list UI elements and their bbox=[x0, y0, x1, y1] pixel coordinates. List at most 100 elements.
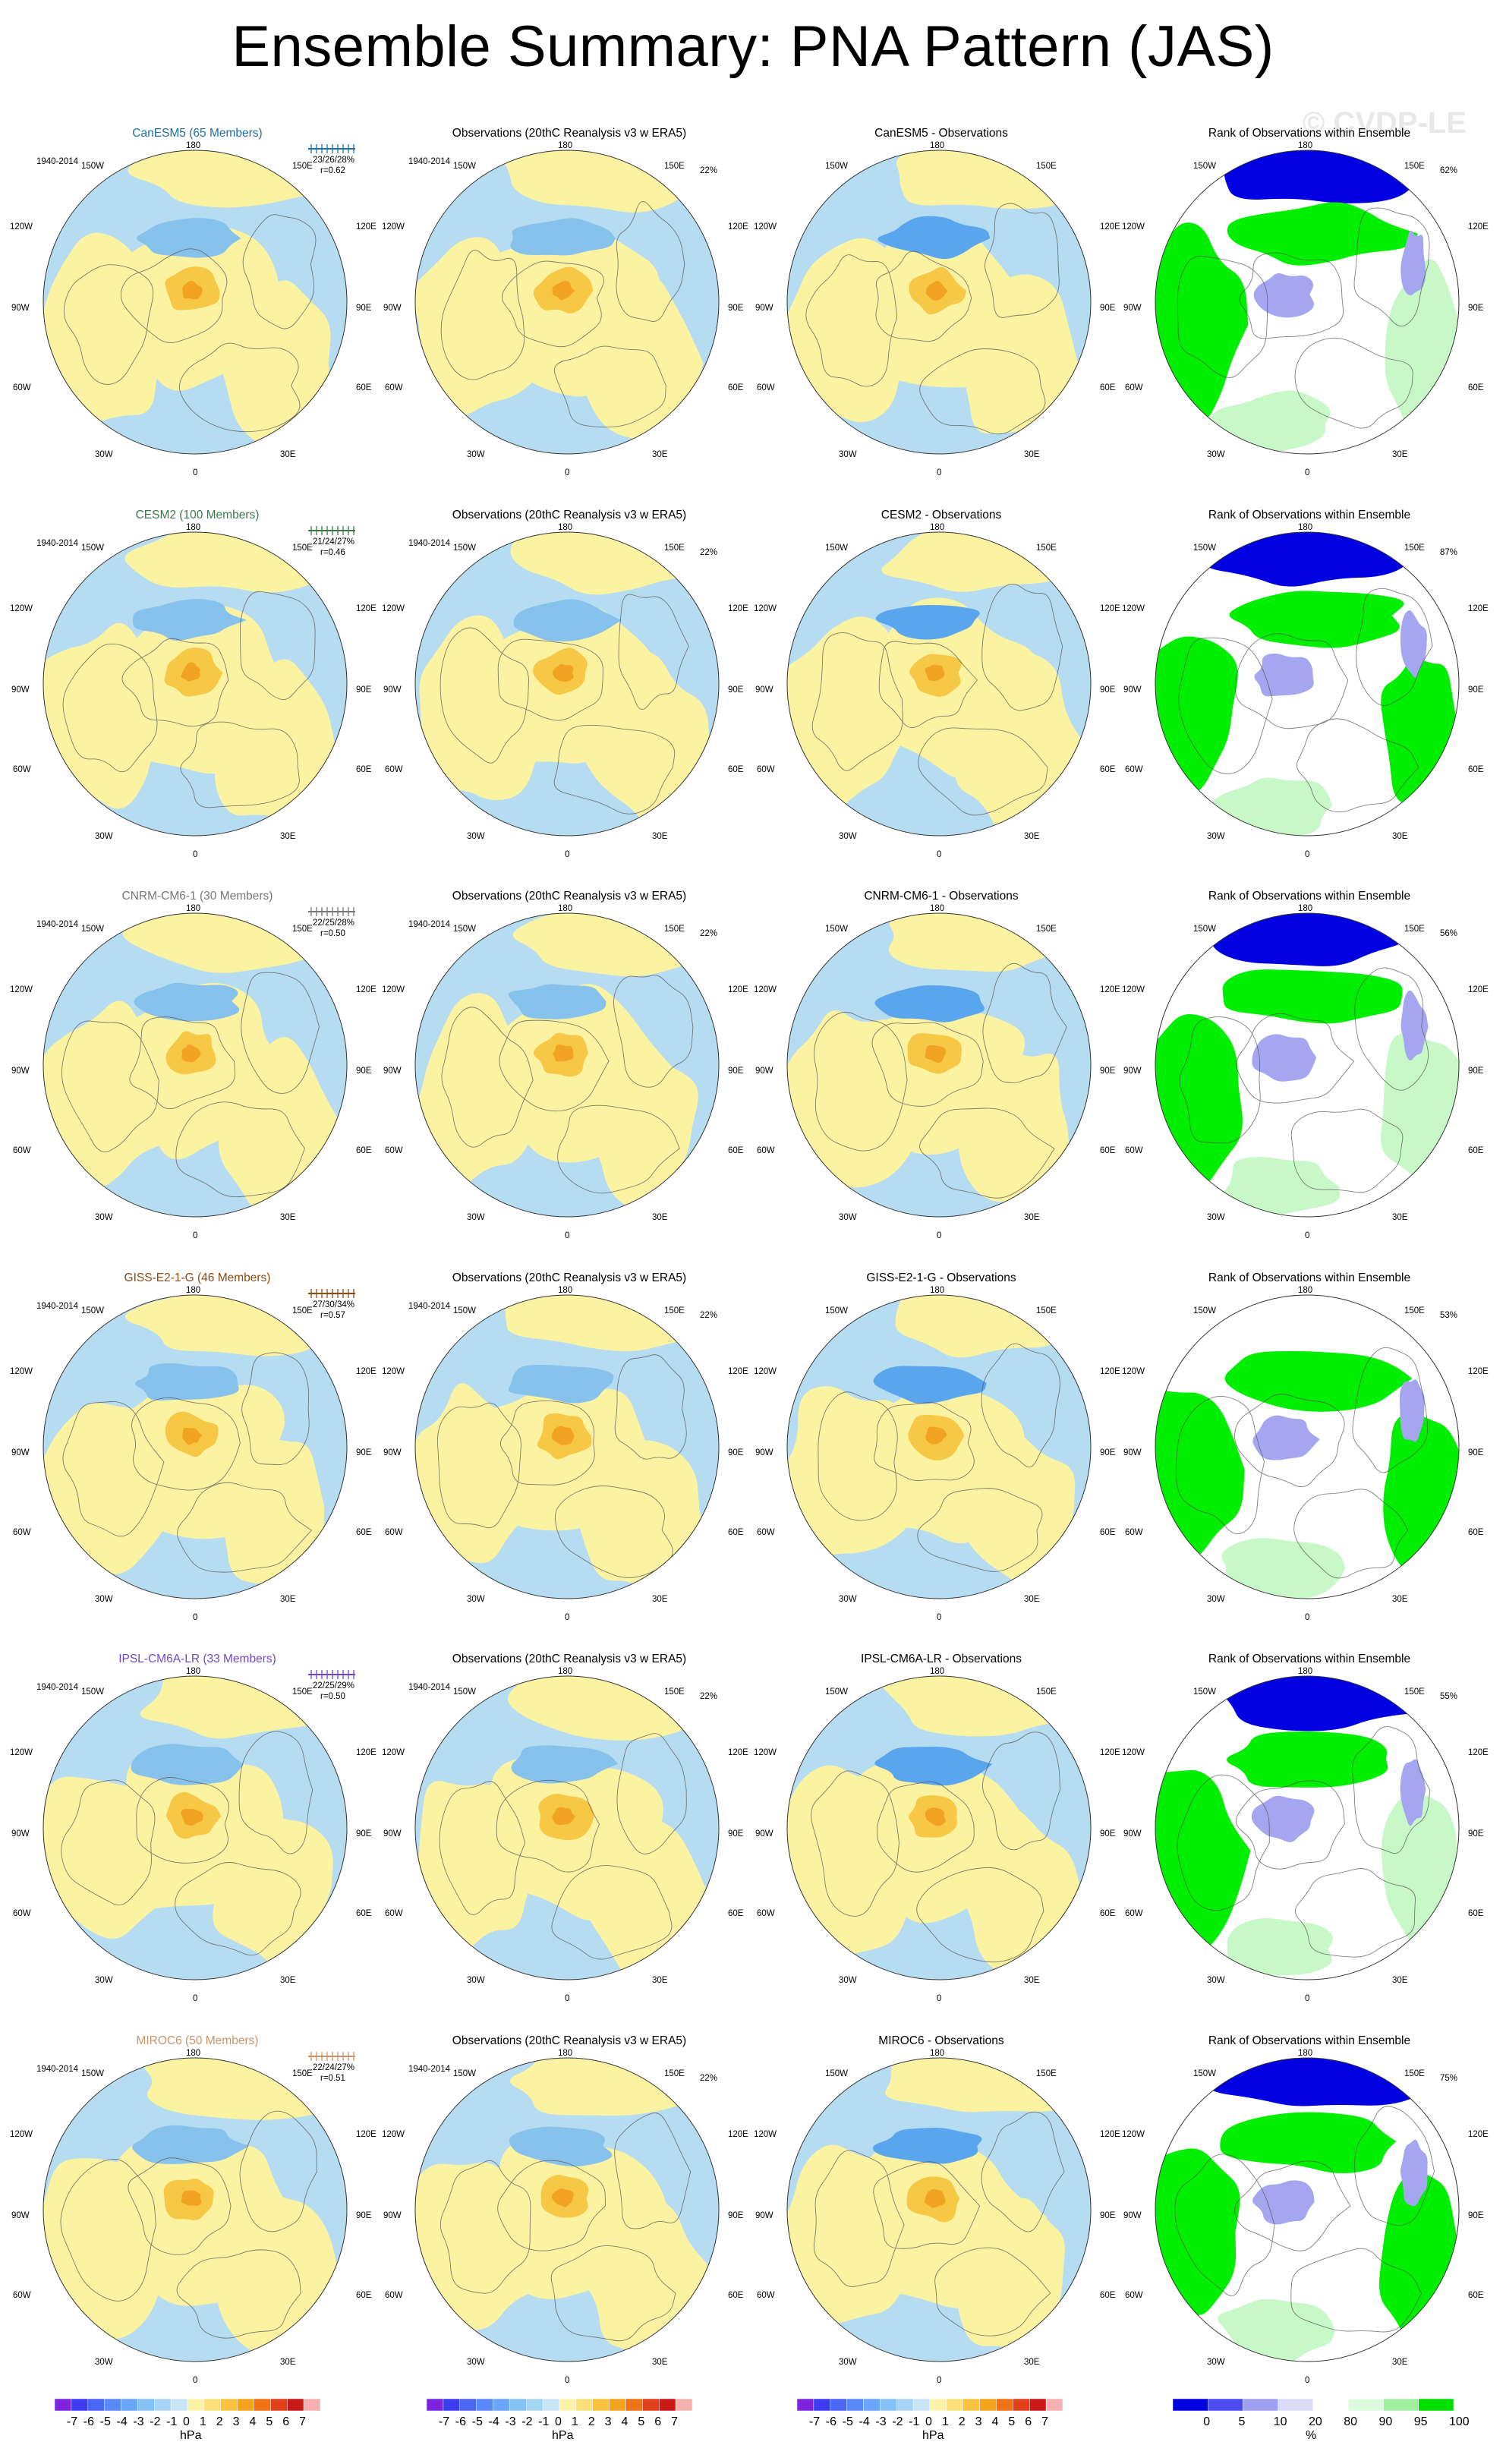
lon-label-top: 180 bbox=[1298, 1286, 1313, 1295]
colorbar-swatch bbox=[1208, 2399, 1243, 2412]
lon-label-left-lower: 60W bbox=[13, 2291, 31, 2300]
lon-label-upper-left: 150W bbox=[825, 1687, 849, 1697]
obs-pct: 22% bbox=[700, 548, 718, 557]
colorbar-tick: -6 bbox=[825, 2415, 836, 2428]
lon-label-top: 180 bbox=[558, 1667, 573, 1676]
colorbar-tick: 10 bbox=[1273, 2415, 1287, 2428]
lon-label-upper-left: 150W bbox=[825, 544, 849, 553]
rank-map bbox=[1155, 150, 1460, 455]
lon-label-upper-right: 150E bbox=[292, 1306, 313, 1315]
lon-label-left: 90W bbox=[1123, 1067, 1142, 1076]
lon-label-top: 180 bbox=[186, 141, 201, 150]
lon-label-top: 180 bbox=[930, 2049, 945, 2058]
lon-label-left: 90W bbox=[1123, 1829, 1142, 1839]
lon-label-bottom: 0 bbox=[937, 1613, 942, 1622]
period-label: 1940-2014 bbox=[408, 920, 450, 929]
lon-label-lower-right: 30E bbox=[1392, 1213, 1408, 1222]
model-map-panel: CESM2 (100 Members) 180 150W 150E 120W 120E 90… bbox=[10, 507, 376, 864]
lon-label-upper-left: 150W bbox=[81, 1687, 105, 1697]
lon-label-right-lower: 60E bbox=[356, 1528, 372, 1537]
lon-label-bottom: 0 bbox=[1305, 1613, 1310, 1622]
lon-label-top: 180 bbox=[930, 1667, 945, 1676]
lon-label-right-lower: 60E bbox=[1468, 2291, 1484, 2300]
lon-label-upper-right: 150E bbox=[292, 1687, 313, 1697]
lon-label-bottom: 0 bbox=[937, 850, 942, 859]
lon-label-lower-left: 30W bbox=[467, 450, 485, 459]
colorbar-swatch bbox=[87, 2399, 105, 2412]
lon-label-left: 90W bbox=[383, 2211, 402, 2220]
spread-bar bbox=[308, 526, 355, 535]
colorbar-tick: 5 bbox=[1238, 2415, 1246, 2428]
spread-stats: 27/30/34% bbox=[313, 1300, 354, 1309]
lon-label-upper-right: 150E bbox=[1404, 2069, 1425, 2078]
rank-map-panel: Rank of Observations within Ensemble 180 1… bbox=[1122, 125, 1489, 482]
period-label: 1940-2014 bbox=[408, 1683, 450, 1692]
diff-map bbox=[786, 531, 1092, 837]
obs-panel-title: Observations (20thC Reanalysis v3 w ERA5… bbox=[452, 2034, 687, 2047]
obs-map-panel: Observations (20thC Reanalysis v3 w ERA5… bbox=[382, 507, 748, 864]
lon-label-upper-left: 150W bbox=[1193, 1306, 1217, 1315]
lon-label-bottom: 0 bbox=[193, 1994, 198, 2003]
colorbar-swatch bbox=[509, 2399, 527, 2412]
lon-label-right: 90E bbox=[1468, 685, 1484, 695]
lon-label-bottom: 0 bbox=[193, 2376, 198, 2385]
lon-label-right: 90E bbox=[1100, 1829, 1116, 1839]
colorbar-swatch bbox=[592, 2399, 610, 2412]
lon-label-left: 90W bbox=[1123, 304, 1142, 313]
spread-stats: 22/24/27% bbox=[313, 2063, 354, 2072]
lon-label-lower-right: 30E bbox=[652, 1595, 668, 1604]
colorbar-tick: 80 bbox=[1344, 2415, 1358, 2428]
lon-label-left: 90W bbox=[383, 1448, 402, 1457]
colorbar-swatch bbox=[476, 2399, 493, 2412]
lon-label-right-upper: 120E bbox=[1100, 1748, 1120, 1757]
model-panel-title: CESM2 (100 Members) bbox=[135, 509, 260, 521]
colorbar-swatch bbox=[609, 2399, 626, 2412]
model-map bbox=[43, 531, 348, 837]
colorbar-tick: 4 bbox=[991, 2415, 999, 2428]
lon-label-right-lower: 60E bbox=[1468, 383, 1484, 392]
diff-panel-title: MIROC6 - Observations bbox=[878, 2034, 1004, 2047]
diff-map bbox=[786, 2057, 1092, 2362]
rank-map-panel: Rank of Observations within Ensemble 180 1… bbox=[1122, 1651, 1489, 2008]
colorbar-tick: 5 bbox=[1008, 2415, 1016, 2428]
colorbar-swatch bbox=[642, 2399, 660, 2412]
lon-label-left: 90W bbox=[755, 1829, 773, 1839]
lon-label-upper-left: 150W bbox=[453, 162, 477, 171]
lon-label-top: 180 bbox=[558, 904, 573, 913]
lon-label-right-upper: 120E bbox=[356, 985, 376, 994]
lon-label-right: 90E bbox=[356, 1067, 372, 1076]
lon-label-bottom: 0 bbox=[193, 850, 198, 859]
lon-label-lower-left: 30W bbox=[95, 450, 113, 459]
lon-label-right: 90E bbox=[356, 1448, 372, 1457]
obs-map-panel: Observations (20thC Reanalysis v3 w ERA5… bbox=[382, 1651, 748, 2008]
diff-map bbox=[786, 912, 1092, 1218]
obs-map bbox=[414, 912, 720, 1218]
diff-map-panel: CESM2 - Observations 180 150W 150E 120W 120E 9… bbox=[754, 507, 1120, 864]
lon-label-lower-left: 30W bbox=[1207, 1595, 1225, 1604]
model-map bbox=[43, 1294, 348, 1599]
obs-panel-title: Observations (20thC Reanalysis v3 w ERA5… bbox=[452, 509, 687, 521]
lon-label-left-upper: 120W bbox=[382, 985, 405, 994]
obs-panel-title: Observations (20thC Reanalysis v3 w ERA5… bbox=[452, 1271, 687, 1284]
lon-label-bottom: 0 bbox=[565, 1231, 570, 1240]
lon-label-upper-right: 150E bbox=[664, 925, 685, 934]
lon-label-top: 180 bbox=[186, 2049, 201, 2058]
lon-label-upper-right: 150E bbox=[1036, 162, 1057, 171]
lon-label-left-lower: 60W bbox=[757, 1528, 775, 1537]
lon-label-right-upper: 120E bbox=[1100, 2130, 1120, 2139]
lon-label-left-lower: 60W bbox=[1125, 383, 1143, 392]
colorbar-swatch bbox=[220, 2399, 238, 2412]
lon-label-left-upper: 120W bbox=[1122, 222, 1145, 232]
lon-label-left: 90W bbox=[11, 304, 30, 313]
colorbar-tick: 4 bbox=[621, 2415, 629, 2428]
lon-label-right: 90E bbox=[1468, 1067, 1484, 1076]
lon-label-top: 180 bbox=[1298, 904, 1313, 913]
lon-label-lower-left: 30W bbox=[1207, 1976, 1225, 1985]
lon-label-right: 90E bbox=[1468, 2211, 1484, 2220]
lon-label-right-upper: 120E bbox=[1468, 222, 1489, 232]
lon-label-right: 90E bbox=[1100, 2211, 1116, 2220]
model-panel-title: CNRM-CM6-1 (30 Members) bbox=[121, 890, 273, 903]
lon-label-top: 180 bbox=[186, 1286, 201, 1295]
colorbar-swatch bbox=[659, 2399, 676, 2412]
lon-label-right: 90E bbox=[1100, 1067, 1116, 1076]
